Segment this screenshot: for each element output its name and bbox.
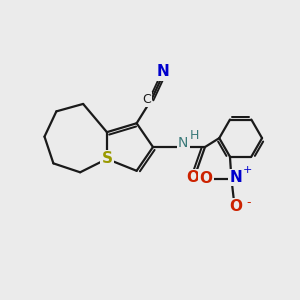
Text: H: H [190, 129, 199, 142]
Text: C: C [143, 93, 152, 106]
Text: O: O [229, 199, 242, 214]
Text: S: S [101, 152, 112, 166]
Text: N: N [230, 170, 242, 185]
Text: -: - [246, 196, 251, 208]
Text: +: + [243, 165, 253, 175]
Text: O: O [186, 170, 199, 185]
Text: O: O [200, 171, 212, 186]
Text: N: N [157, 64, 170, 79]
Text: N: N [178, 136, 188, 151]
